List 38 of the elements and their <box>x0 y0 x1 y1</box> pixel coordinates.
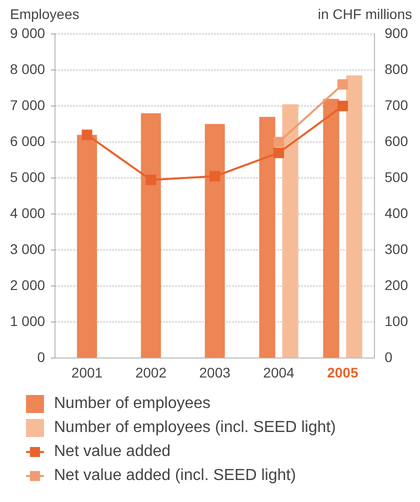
y2-tick-label: 100 <box>384 313 408 330</box>
point <box>146 174 156 186</box>
point <box>274 148 284 158</box>
y-tick-label: 8 000 <box>10 60 46 77</box>
y-tick-label: 0 <box>37 349 46 366</box>
x-tick-label: 2002 <box>135 364 167 380</box>
y-tick-label: 1 000 <box>10 313 46 330</box>
y2-tick-label: 900 <box>384 24 408 41</box>
point <box>210 171 220 182</box>
point <box>274 136 284 148</box>
y-tick-label: 4 000 <box>10 204 46 221</box>
y2-axis-title: in CHF millions <box>318 6 412 22</box>
x-tick-label: 2001 <box>71 364 103 380</box>
y-axis-title: Employees <box>10 6 80 22</box>
y-tick-label: 9 000 <box>10 24 46 41</box>
legend-label: Number of employees <box>54 395 211 413</box>
legend-label: Number of employees (incl. SEED light) <box>54 419 336 437</box>
y2-tick-label: 600 <box>384 132 408 149</box>
y2-tick-label: 300 <box>384 240 408 257</box>
y2-tick-label: 500 <box>384 168 408 185</box>
y-tick-label: 7 000 <box>10 96 46 113</box>
x-tick-label: 2003 <box>199 364 231 380</box>
y-tick-label: 3 000 <box>10 240 46 257</box>
y-tick-label: 2 000 <box>10 277 46 294</box>
legend-label: Net value added <box>54 443 171 461</box>
y-tick-label: 5 000 <box>10 168 46 185</box>
x-tick-label: 2004 <box>263 364 295 380</box>
y2-tick-label: 800 <box>384 60 408 77</box>
y2-tick-label: 0 <box>384 349 393 366</box>
x-tick-label: 2005 <box>327 364 358 380</box>
point <box>82 130 92 140</box>
y-tick-label: 6 000 <box>10 132 46 149</box>
legend-label: Net value added (incl. SEED light) <box>54 467 296 485</box>
point <box>337 100 348 112</box>
y2-tick-label: 400 <box>384 204 408 221</box>
y2-tick-label: 700 <box>384 96 408 113</box>
point <box>337 79 348 90</box>
y2-tick-label: 200 <box>384 277 408 294</box>
